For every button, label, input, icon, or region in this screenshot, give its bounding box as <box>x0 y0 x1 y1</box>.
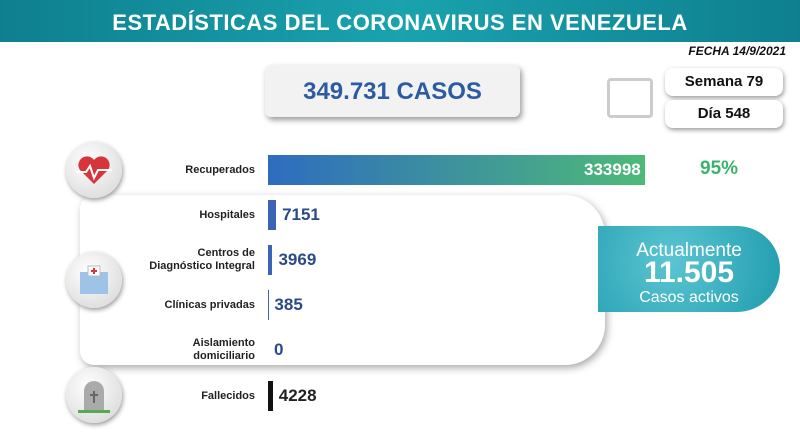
active-cases: Actualmente 11.505 Casos activos <box>598 226 780 312</box>
bar <box>268 155 645 185</box>
hospital-icon <box>66 252 122 308</box>
date: FECHA 14/9/2021 <box>688 44 786 58</box>
week: Semana 79 <box>665 68 783 96</box>
active-number: 11.505 <box>643 256 735 289</box>
bar <box>268 200 277 230</box>
banner <box>0 0 800 42</box>
category-label: Fallecidos <box>201 389 255 402</box>
bar <box>268 381 273 411</box>
total-cases: 349.731 CASOS <box>265 65 520 117</box>
category-label: Centros de Diagnóstico Integral <box>149 247 255 272</box>
value-label: 4228 <box>278 386 317 405</box>
value-label: 333998 <box>584 160 641 179</box>
value-label: 7151 <box>282 205 320 224</box>
recovered-percent: 95% <box>700 158 739 179</box>
active-caption: Casos activos <box>639 289 739 306</box>
bar <box>268 245 273 275</box>
active-label: Actualmente <box>636 240 742 261</box>
value-label: 385 <box>274 295 303 314</box>
calendar-icon <box>607 78 653 118</box>
value-label: 0 <box>274 340 284 359</box>
panel <box>80 195 605 365</box>
category-label: Hospitales <box>199 208 255 221</box>
category-label: Aislamiento domiciliario <box>192 337 255 362</box>
grave-icon <box>66 367 122 423</box>
category-label: Recuperados <box>185 163 255 176</box>
value-label: 3969 <box>278 250 317 269</box>
day: Día 548 <box>665 100 783 128</box>
title: ESTADÍSTICAS DEL CORONAVIRUS EN VENEZUEL… <box>112 10 688 35</box>
heart-icon <box>66 142 122 198</box>
category-label: Clínicas privadas <box>164 298 256 311</box>
